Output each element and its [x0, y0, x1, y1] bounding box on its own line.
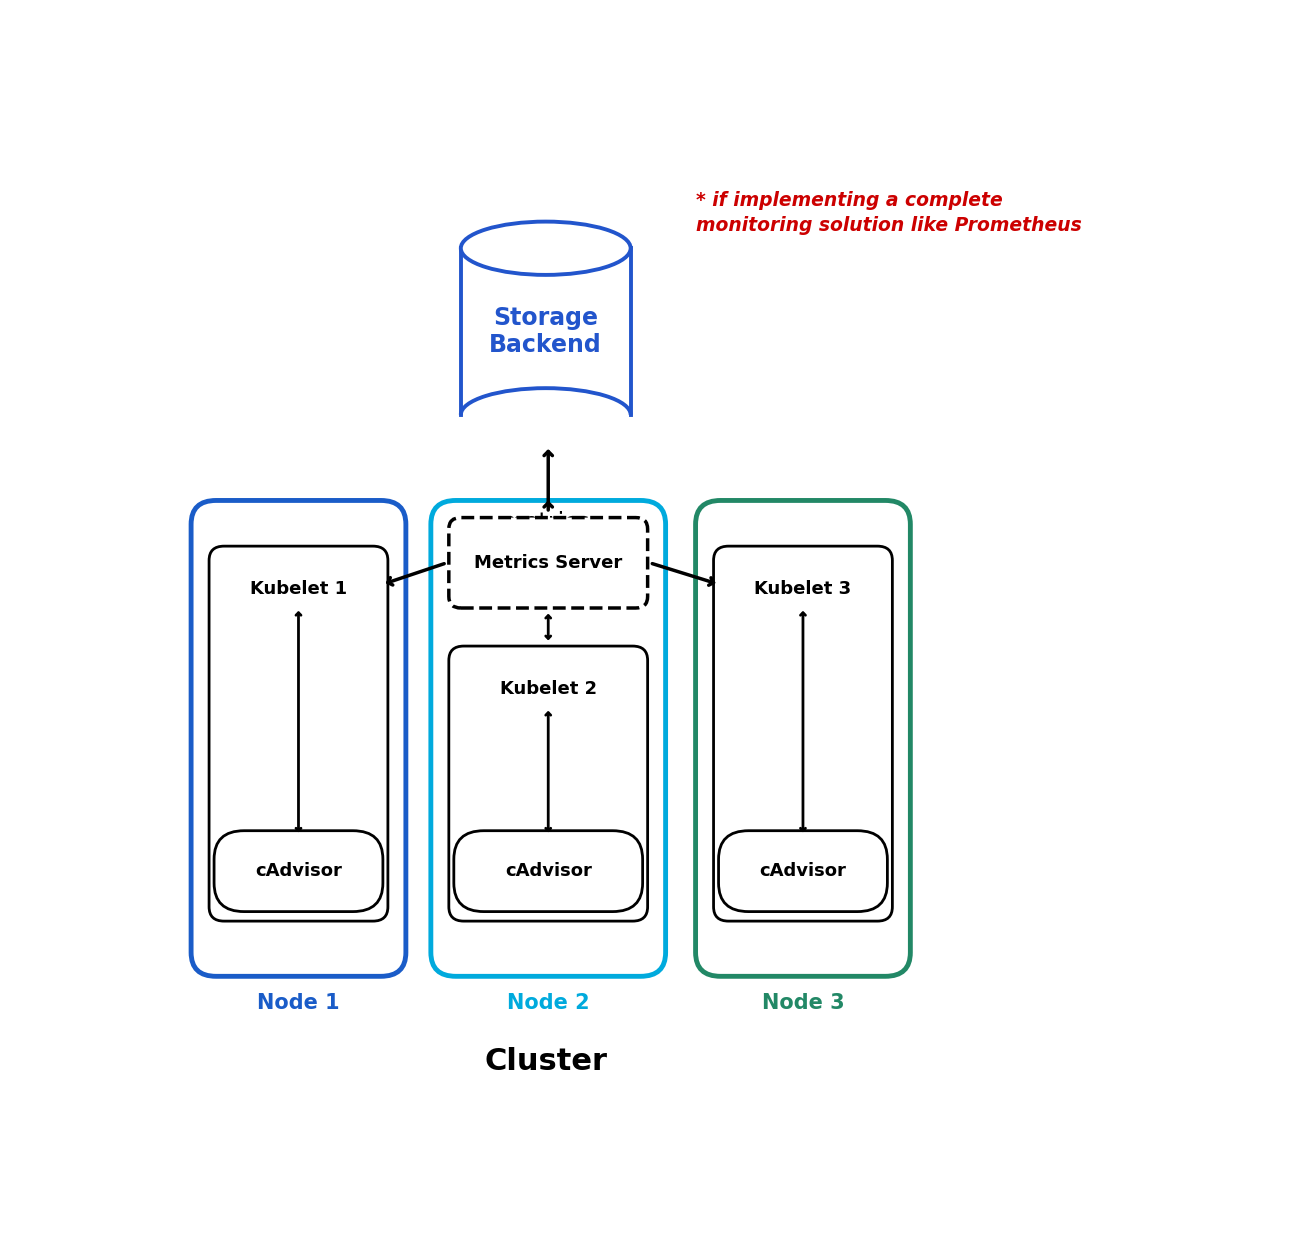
Text: Kubelet 2: Kubelet 2 [500, 680, 597, 698]
FancyBboxPatch shape [714, 546, 892, 921]
Text: Kubelet 1: Kubelet 1 [250, 580, 347, 598]
FancyBboxPatch shape [209, 546, 388, 921]
Text: metrics
&
events: metrics & events [501, 512, 590, 595]
Text: cAdvisor: cAdvisor [759, 863, 847, 880]
Text: cAdvisor: cAdvisor [255, 863, 342, 880]
Text: Cluster: Cluster [485, 1047, 607, 1077]
FancyBboxPatch shape [431, 501, 665, 976]
FancyBboxPatch shape [214, 831, 383, 912]
Text: Node 1: Node 1 [258, 994, 340, 1014]
FancyBboxPatch shape [191, 501, 406, 976]
Polygon shape [461, 248, 630, 415]
Text: Kubelet 3: Kubelet 3 [754, 580, 852, 598]
FancyBboxPatch shape [454, 831, 643, 912]
FancyBboxPatch shape [449, 646, 647, 921]
Text: cAdvisor: cAdvisor [505, 863, 592, 880]
FancyBboxPatch shape [718, 831, 887, 912]
FancyBboxPatch shape [449, 518, 647, 608]
Text: Metrics Server: Metrics Server [474, 554, 623, 572]
Ellipse shape [461, 221, 630, 274]
Text: * if implementing a complete
monitoring solution like Prometheus: * if implementing a complete monitoring … [696, 192, 1081, 235]
FancyBboxPatch shape [696, 501, 910, 976]
Text: Node 2: Node 2 [507, 994, 589, 1014]
Text: Node 3: Node 3 [762, 994, 844, 1014]
Text: Storage
Backend: Storage Backend [490, 305, 602, 357]
